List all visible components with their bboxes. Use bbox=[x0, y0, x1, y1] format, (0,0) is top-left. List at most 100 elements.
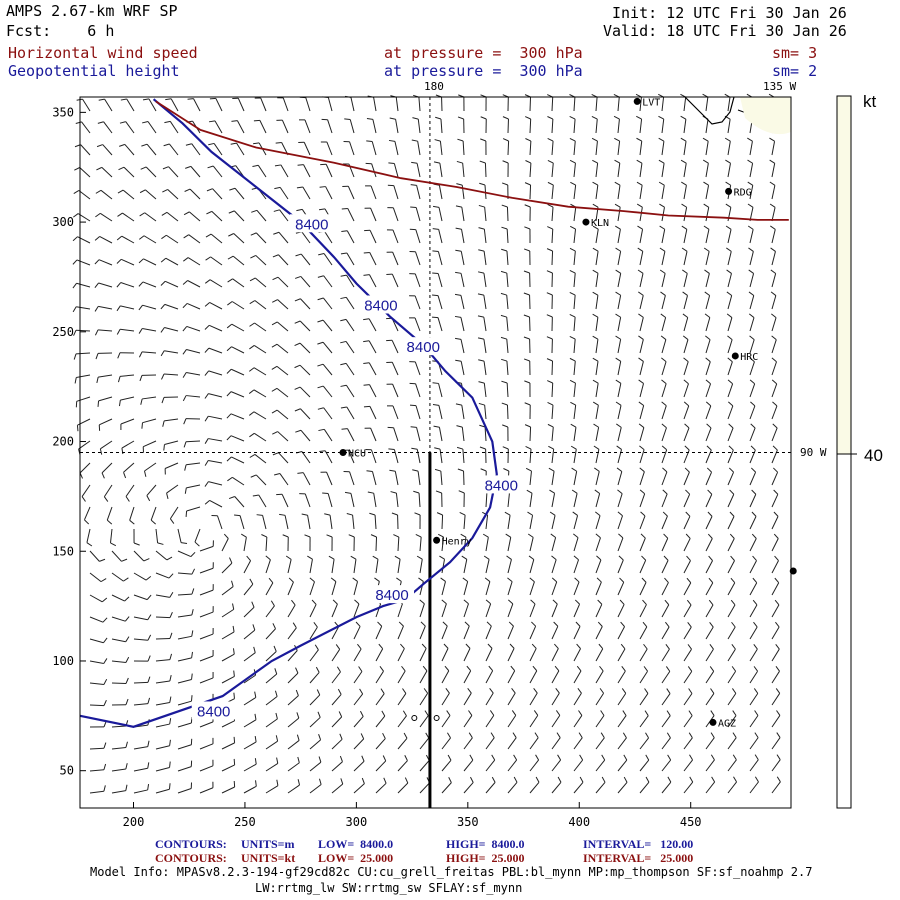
wind-barb bbox=[182, 395, 201, 402]
wind-barb bbox=[183, 418, 201, 425]
barb-flag bbox=[73, 190, 80, 195]
wind-barb bbox=[683, 621, 692, 640]
barb-flag bbox=[142, 98, 150, 101]
barb-flag bbox=[551, 555, 557, 561]
wind-barb bbox=[477, 293, 487, 310]
wind-barb bbox=[683, 357, 689, 376]
wind-barb bbox=[525, 138, 532, 156]
barb-flag bbox=[344, 491, 352, 494]
barb-shaft bbox=[350, 493, 355, 508]
wind-barb bbox=[155, 675, 172, 684]
wind-barb bbox=[272, 276, 289, 288]
wind-barb bbox=[161, 396, 179, 404]
wind-barb bbox=[204, 481, 223, 487]
wind-barb bbox=[683, 533, 691, 552]
barb-flag bbox=[614, 137, 620, 142]
wind-barb bbox=[419, 643, 427, 662]
barb-shaft bbox=[309, 559, 313, 574]
barb-flag bbox=[592, 357, 599, 362]
barb-shaft bbox=[199, 655, 214, 662]
wind-barb bbox=[353, 599, 360, 618]
wind-barb bbox=[658, 181, 665, 200]
wind-barb bbox=[252, 494, 267, 508]
barb-flag bbox=[315, 666, 320, 673]
barb-shaft bbox=[683, 251, 688, 266]
barb-flag bbox=[592, 203, 599, 208]
barb-flag bbox=[753, 666, 758, 672]
wind-barb bbox=[639, 511, 646, 530]
wind-barb bbox=[727, 445, 734, 464]
contour-label: 8400 bbox=[364, 297, 397, 314]
wind-barb bbox=[121, 440, 135, 455]
barb-flag bbox=[664, 599, 670, 606]
barb-shaft bbox=[438, 229, 443, 244]
barb-shaft bbox=[120, 396, 135, 401]
barb-shaft bbox=[353, 783, 365, 794]
barb-flag bbox=[725, 181, 731, 186]
wind-barb bbox=[208, 120, 223, 134]
wind-barb bbox=[204, 415, 223, 422]
barb-flag bbox=[688, 710, 693, 716]
wind-barb bbox=[177, 588, 195, 596]
barb-shaft bbox=[573, 207, 577, 222]
barb-flag bbox=[208, 120, 216, 123]
wind-barb bbox=[386, 251, 399, 266]
station-label: RDG bbox=[734, 187, 752, 198]
barb-flag bbox=[116, 258, 122, 264]
barb-shaft bbox=[287, 559, 292, 574]
barb-shaft bbox=[375, 648, 384, 662]
wind-barb bbox=[184, 462, 201, 471]
barb-shaft bbox=[133, 638, 148, 641]
barb-flag bbox=[509, 643, 515, 649]
wind-barb bbox=[133, 697, 151, 706]
barb-shaft bbox=[529, 449, 532, 464]
barb-flag bbox=[490, 732, 495, 738]
barb-shaft bbox=[277, 321, 289, 332]
wind-barb bbox=[309, 689, 321, 706]
barb-flag bbox=[470, 776, 474, 783]
wind-barb bbox=[221, 603, 235, 618]
barb-flag bbox=[615, 225, 621, 230]
barb-shaft bbox=[617, 339, 622, 354]
barb-flag bbox=[478, 402, 485, 406]
barb-shaft bbox=[460, 339, 465, 354]
barb-shaft bbox=[111, 725, 127, 728]
barb-flag bbox=[644, 688, 649, 694]
barb-flag bbox=[274, 473, 281, 476]
wind-barb bbox=[353, 733, 365, 750]
barb-flag bbox=[261, 534, 268, 538]
barb-flag bbox=[501, 358, 508, 362]
wind-barb bbox=[485, 599, 492, 618]
barb-flag bbox=[366, 470, 373, 472]
wind-barb bbox=[637, 225, 644, 244]
wind-barb bbox=[265, 668, 278, 684]
barb-shaft bbox=[221, 786, 235, 794]
barb-flag bbox=[433, 425, 440, 428]
barb-shaft bbox=[265, 763, 279, 772]
wind-barb bbox=[456, 425, 465, 442]
barb-flag bbox=[683, 401, 690, 407]
wind-barb bbox=[569, 159, 576, 178]
station-dot bbox=[582, 218, 590, 226]
barb-shaft bbox=[639, 449, 645, 464]
wind-barb bbox=[409, 295, 421, 310]
x-tick-label: 250 bbox=[234, 815, 256, 829]
wind-barb bbox=[547, 380, 554, 398]
wind-barb bbox=[637, 247, 644, 266]
wind-barb bbox=[749, 379, 756, 398]
wind-barb bbox=[326, 534, 333, 552]
wind-barb bbox=[441, 732, 451, 750]
barb-shaft bbox=[484, 207, 487, 222]
barb-shaft bbox=[506, 382, 509, 398]
wind-barb bbox=[265, 757, 279, 772]
barb-flag bbox=[771, 357, 777, 363]
barb-flag bbox=[597, 599, 603, 605]
barb-flag bbox=[577, 688, 582, 694]
wind-barb bbox=[76, 418, 91, 432]
wind-barb bbox=[546, 358, 554, 376]
wind-barb bbox=[529, 687, 538, 706]
barb-shaft bbox=[331, 559, 335, 574]
barb-flag bbox=[595, 511, 601, 516]
barb-flag bbox=[455, 403, 462, 406]
barb-shaft bbox=[639, 361, 644, 376]
